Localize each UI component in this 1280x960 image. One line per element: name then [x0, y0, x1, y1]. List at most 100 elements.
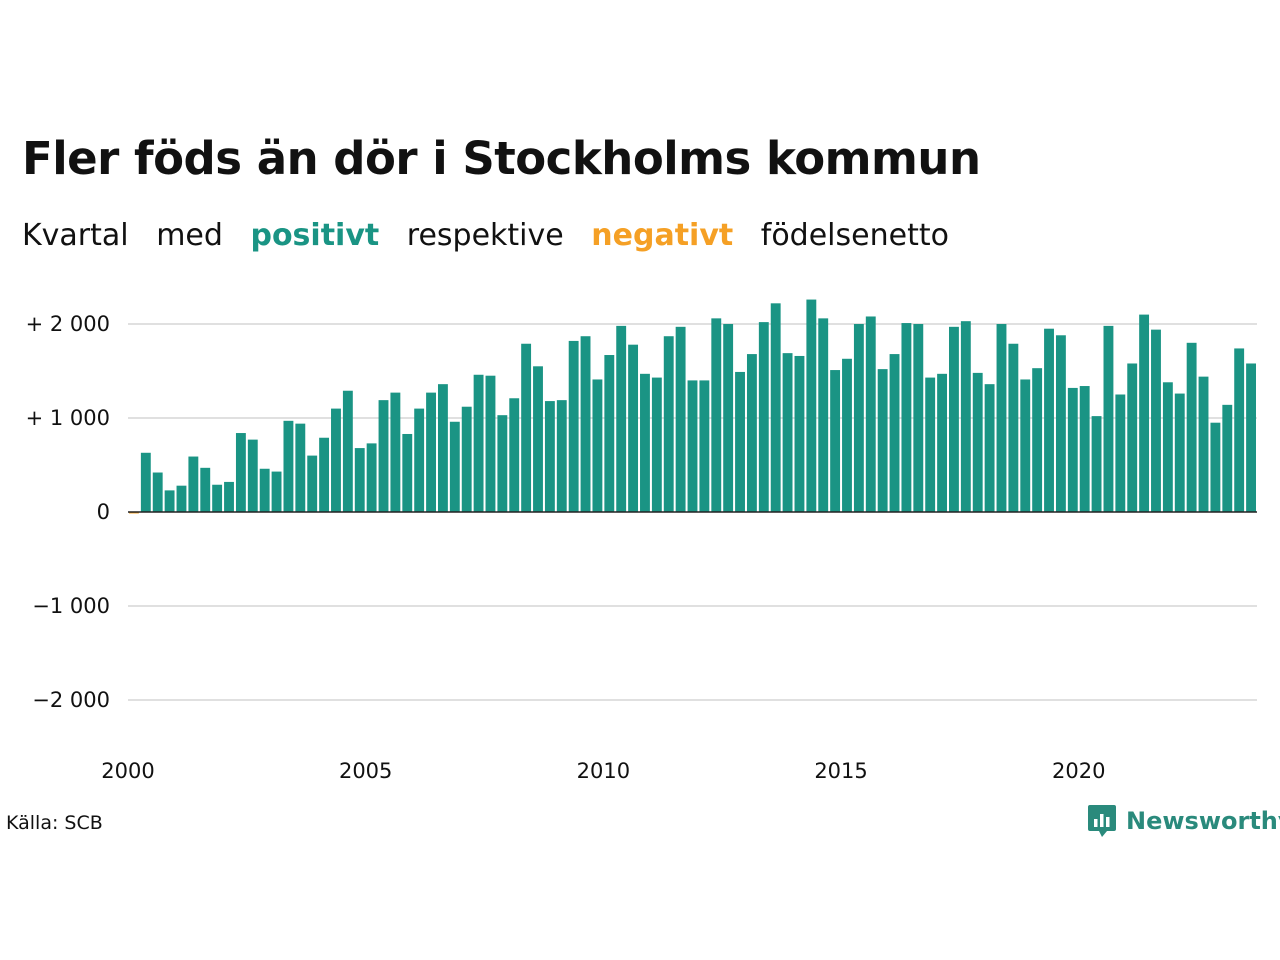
bar [1067, 387, 1078, 512]
bar [1115, 394, 1126, 512]
bar [877, 369, 888, 512]
bar [331, 408, 341, 512]
bar [164, 490, 175, 512]
bar [960, 321, 971, 512]
bar [378, 400, 389, 512]
bar [1008, 343, 1019, 512]
bar [842, 358, 852, 512]
bar [1044, 328, 1054, 512]
bar [996, 324, 1007, 512]
bar [449, 421, 460, 512]
x-tick-label: 2020 [1052, 759, 1105, 783]
bar [806, 299, 817, 512]
bar [354, 448, 365, 512]
subtitle-word: med [156, 218, 223, 253]
bar [1079, 386, 1090, 512]
bar [937, 373, 948, 512]
bar [1151, 329, 1161, 512]
bar [366, 443, 377, 512]
bar [212, 484, 223, 512]
chart-title: Fler föds än dör i Stockholms kommun [22, 132, 981, 185]
bar [426, 392, 436, 512]
bar [687, 380, 698, 512]
bar [485, 375, 496, 512]
x-tick-label: 2000 [101, 759, 154, 783]
subtitle-negative-label: negativt [591, 218, 734, 253]
bar [295, 423, 306, 512]
bar [972, 372, 983, 512]
bar-chart-speech-bubble-icon [1088, 805, 1116, 837]
bar [497, 415, 508, 512]
bar [984, 384, 995, 512]
bar [224, 481, 234, 512]
subtitle-positive-label: positivt [250, 218, 380, 253]
bar [152, 472, 163, 512]
bar [758, 322, 769, 512]
bar [271, 471, 282, 512]
bar [723, 324, 734, 512]
bar [1174, 393, 1185, 512]
bar [770, 303, 781, 512]
bar [402, 433, 413, 512]
bar [628, 344, 639, 512]
bar [616, 325, 627, 512]
y-tick-label: −1 000 [32, 594, 110, 618]
bar [735, 371, 745, 512]
bar [1246, 363, 1256, 512]
bar [818, 318, 829, 512]
bar [390, 392, 401, 512]
y-tick-label: + 1 000 [26, 406, 110, 430]
logo-text: Newsworthy [1126, 807, 1280, 835]
bar [675, 326, 686, 512]
y-axis-labels: + 2 000 + 1 000 0 −1 000 −2 000 [26, 312, 110, 712]
bar [247, 439, 258, 512]
bar [1055, 335, 1066, 512]
y-tick-label: −2 000 [32, 688, 110, 712]
bar [342, 390, 353, 512]
x-axis-labels: 2000 2005 2010 2015 2020 [101, 759, 1105, 783]
bar [592, 379, 603, 512]
bar [925, 377, 936, 512]
bar [307, 455, 318, 512]
bar [580, 336, 591, 512]
bar [1234, 348, 1245, 512]
bar [1103, 325, 1114, 512]
bar [259, 468, 270, 512]
newsworthy-logo[interactable]: Newsworthy [1088, 804, 1280, 838]
bar [794, 355, 805, 512]
bars [129, 299, 1256, 514]
bar [640, 373, 650, 512]
bar [651, 377, 662, 512]
bar [544, 401, 555, 512]
bar [1210, 422, 1221, 512]
y-tick-label: 0 [97, 500, 110, 524]
x-tick-label: 2010 [577, 759, 630, 783]
bar [235, 433, 246, 512]
bar [699, 380, 710, 512]
y-tick-label: + 2 000 [26, 312, 110, 336]
bar [414, 408, 425, 512]
bar [509, 398, 520, 512]
bar [604, 355, 615, 512]
bar [188, 456, 199, 512]
bar [830, 370, 841, 512]
subtitle-word: födelsenetto [760, 218, 949, 253]
subtitle-word: Kvartal [22, 218, 129, 253]
bar [200, 467, 211, 512]
bar [1162, 382, 1173, 512]
bar [1127, 363, 1138, 512]
bar [556, 400, 567, 512]
bar [865, 316, 876, 512]
bar [568, 340, 579, 512]
bar [461, 406, 472, 512]
bar [782, 353, 793, 512]
bar [746, 354, 757, 512]
bar [711, 318, 722, 512]
x-tick-label: 2015 [814, 759, 867, 783]
bar [901, 323, 912, 512]
bar [1186, 342, 1197, 512]
bar [1032, 368, 1043, 512]
bar [1139, 314, 1150, 512]
bar [663, 336, 674, 512]
chart-subtitle: Kvartal med positivt respektive negativt… [22, 218, 967, 253]
